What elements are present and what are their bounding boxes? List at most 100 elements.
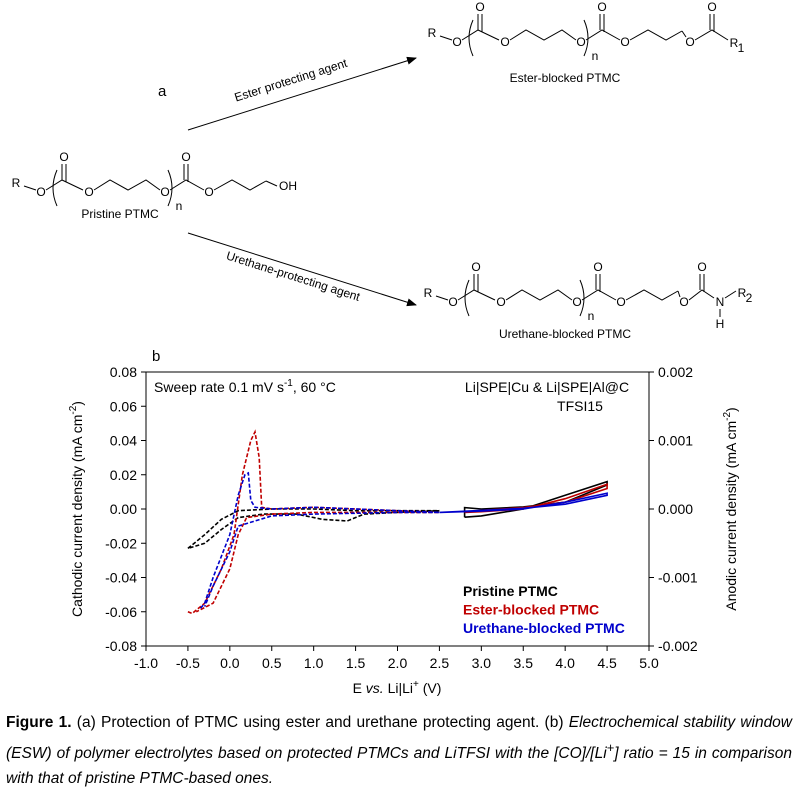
atom-label: O [597,0,606,14]
arrow [187,232,417,307]
atom-label: O [500,35,509,49]
annotation: TFSI15 [557,398,603,414]
molecule-name: Ester-blocked PTMC [510,71,621,85]
atom-label: R [12,176,21,190]
bracket [167,169,173,207]
atom-label: O [697,260,706,274]
bracket [464,279,470,317]
legend-entry: Urethane-blocked PTMC [463,620,625,636]
bond [688,289,715,301]
x-tick-label: 4.5 [597,655,617,671]
atom-label: O [181,150,190,164]
bracket [52,169,58,207]
bond [677,290,681,298]
atom-label: O [448,295,457,309]
panel-label: b [152,348,160,365]
y-tick-label: 0.02 [110,467,137,483]
bond [629,29,683,41]
cv-curve [199,471,440,609]
bracket [583,19,589,57]
bond [694,29,729,41]
bond [23,185,37,191]
bond [435,295,449,301]
cv-curve [187,508,440,550]
atom-label: n [176,199,183,213]
y2-tick-label: 0.000 [658,501,693,517]
x-tick-label: 5.0 [639,655,659,671]
atom-label: n [588,309,595,323]
cv-curve [439,492,608,514]
atom-label: O [59,150,68,164]
scheme: a Ester protecting agent Urethane-protec… [12,0,753,341]
y2-axis-label: Anodic current density (mA cm-2) [722,407,739,610]
bond [509,29,577,41]
molecule-name: Urethane-blocked PTMC [499,327,631,341]
y-tick-label: 0.00 [110,501,137,517]
caption: Figure 1. (a) Protection of PTMC using e… [6,710,792,791]
atom-label: O [576,35,585,49]
atom-label: 2 [746,291,753,305]
x-tick-label: 2.5 [430,655,450,671]
figure: a Ester protecting agent Urethane-protec… [12,0,753,696]
molecule-name: Pristine PTMC [81,207,159,221]
atom-label: O [679,295,688,309]
bond [45,179,84,191]
bond [585,29,621,41]
atom-label: O [593,260,602,274]
x-tick-label: 4.0 [555,655,575,671]
arrow-label: Urethane-protecting agent [225,249,363,304]
bracket [468,19,474,57]
chart: b Sweep rate 0.1 mV s-1, 60 °C Li|SPE|Cu… [68,348,739,696]
bracket [579,279,585,317]
y2-tick-label: 0.002 [658,364,693,380]
legend-entry: Pristine PTMC [463,583,558,599]
y-tick-label: 0.08 [110,364,137,380]
atom-label: H [716,317,725,331]
bond [724,290,737,299]
annotation: Sweep rate 0.1 mV s-1, 60 °C [154,378,336,395]
bond [457,289,496,301]
atom-label: O [572,295,581,309]
atom-label: O [452,35,461,49]
caption-text: (a) Protection of PTMC using ester and u… [76,714,564,731]
x-tick-label: 3.5 [514,655,534,671]
bond [625,289,679,301]
y2-tick-label: -0.001 [658,570,698,586]
bond [93,179,161,191]
x-tick-label: 0.0 [220,655,240,671]
panel-label: a [158,83,167,100]
x-tick-label: 2.0 [388,655,408,671]
atom-label: R [738,286,747,300]
atom-label: O [616,295,625,309]
arrow [187,56,417,131]
legend-entry: Ester-blocked PTMC [463,602,599,618]
caption-label: Figure 1. [6,714,72,731]
y-tick-label: -0.08 [105,638,137,654]
atom-label: O [84,185,93,199]
bond [505,289,573,301]
atom-label: R [730,36,739,50]
y-axis-label: Cathodic current density (mA cm-2) [68,401,85,617]
y-tick-label: 0.06 [110,398,137,414]
y2-tick-label: 0.001 [658,433,693,449]
atom-label: O [475,0,484,14]
bond [681,30,687,38]
x-tick-label: -0.5 [176,655,200,671]
atom-label: R [424,286,433,300]
caption-text: Electrochemical stability window (ESW) o… [6,714,792,788]
bond [461,29,500,41]
y-tick-label: 0.04 [110,433,137,449]
x-tick-label: 1.5 [346,655,366,671]
bond [169,179,205,191]
bond [439,35,453,41]
x-tick-label: -1.0 [134,655,158,671]
atom-label: O [471,260,480,274]
atom-label: O [36,185,45,199]
bond [265,180,278,187]
x-tick-label: 0.5 [262,655,282,671]
cv-curve [187,429,440,615]
